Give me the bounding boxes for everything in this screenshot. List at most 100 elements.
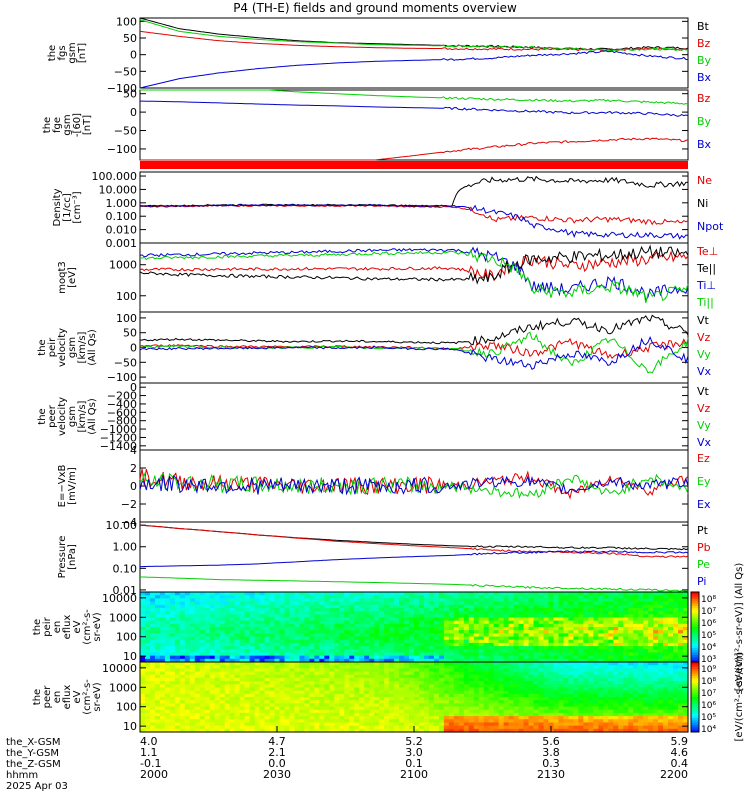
heatmap-cell: [483, 725, 490, 730]
heatmap-cell: [433, 633, 440, 638]
heatmap-cell: [628, 607, 634, 612]
heatmap-cell: [448, 633, 455, 638]
heatmap-cell: [613, 601, 619, 606]
y-tick-label: 0.01: [113, 584, 138, 597]
heatmap-cell: [463, 630, 470, 634]
heatmap-cell: [389, 719, 395, 724]
heatmap-cell: [399, 665, 405, 669]
heatmap-cell: [334, 620, 340, 625]
heatmap-cell: [668, 630, 674, 634]
heatmap-cell: [683, 623, 689, 628]
heatmap-cell: [513, 709, 520, 714]
heatmap-cell: [279, 706, 286, 711]
heatmap-cell: [194, 700, 201, 704]
heatmap-cell: [149, 627, 156, 631]
heatmap-cell: [404, 725, 410, 730]
heatmap-cell: [538, 693, 545, 698]
heatmap-cell: [558, 693, 565, 698]
heatmap-cell: [423, 636, 430, 641]
heatmap-cell: [418, 681, 425, 685]
heatmap-cell: [344, 674, 350, 679]
heatmap-cell: [553, 604, 560, 609]
heatmap-cell: [528, 630, 535, 634]
heatmap-cell: [443, 655, 450, 660]
heatmap-cell: [334, 636, 340, 641]
heatmap-cell: [364, 630, 370, 634]
heatmap-cell: [284, 604, 291, 609]
heatmap-cell: [239, 627, 246, 631]
heatmap-cell: [169, 620, 176, 625]
heatmap-cell: [483, 627, 490, 631]
heatmap-cell: [538, 658, 545, 663]
heatmap-cell: [558, 598, 565, 603]
heatmap-cell: [389, 677, 395, 682]
heatmap-cell: [473, 703, 480, 708]
heatmap-cell: [468, 703, 475, 708]
heatmap-cell: [339, 690, 345, 695]
heatmap-cell: [409, 728, 415, 733]
heatmap-cell: [563, 665, 570, 669]
heatmap-cell: [513, 684, 520, 689]
heatmap-cell: [379, 674, 385, 679]
heatmap-cell: [488, 604, 495, 609]
heatmap-cell: [543, 700, 550, 704]
heatmap-cell: [329, 674, 335, 679]
heatmap-cell: [379, 722, 385, 727]
heatmap-cell: [229, 693, 236, 698]
colorbar: [690, 591, 700, 663]
heatmap-cell: [144, 719, 151, 724]
heatmap-cell: [204, 706, 211, 711]
heatmap-cell: [423, 684, 430, 689]
heatmap-cell: [568, 642, 575, 647]
heatmap-cell: [254, 623, 261, 628]
heatmap-cell: [613, 611, 619, 615]
heatmap-cell: [518, 712, 525, 717]
heatmap-cell: [369, 712, 375, 717]
heatmap-cell: [229, 728, 236, 733]
heatmap-cell: [603, 697, 609, 701]
heatmap-cell: [140, 633, 146, 638]
heatmap-cell: [418, 611, 425, 615]
heatmap-cell: [518, 617, 525, 622]
heatmap-cell: [588, 677, 594, 682]
heatmap-cell: [184, 620, 191, 625]
heatmap-cell: [493, 728, 500, 733]
heatmap-cell: [339, 633, 345, 638]
heatmap-cell: [354, 700, 360, 704]
heatmap-cell: [274, 658, 281, 663]
heatmap-cell: [528, 642, 535, 647]
heatmap-cell: [279, 722, 286, 727]
heatmap-cell: [199, 693, 206, 698]
heatmap-cell: [374, 703, 380, 708]
heatmap-cell: [324, 642, 330, 647]
heatmap-cell: [184, 617, 191, 622]
heatmap-cell: [603, 623, 609, 628]
heatmap-cell: [523, 668, 530, 673]
heatmap-cell: [140, 662, 146, 666]
heatmap-cell: [149, 639, 156, 644]
heatmap-cell: [423, 728, 430, 733]
heatmap-cell: [598, 611, 604, 615]
heatmap-cell: [428, 630, 435, 634]
heatmap-cell: [219, 595, 226, 599]
heatmap-cell: [274, 607, 281, 612]
heatmap-cell: [354, 716, 360, 720]
heatmap-cell: [463, 658, 470, 663]
heatmap-cell: [678, 639, 684, 644]
heatmap-cell: [608, 636, 614, 641]
heatmap-cell: [498, 595, 505, 599]
heatmap-cell: [304, 690, 310, 695]
heatmap-cell: [468, 725, 475, 730]
heatmap-cell: [433, 630, 440, 634]
heatmap-cell: [523, 662, 530, 666]
heatmap-cell: [159, 627, 166, 631]
heatmap-cell: [638, 728, 644, 733]
heatmap-cell: [349, 703, 355, 708]
heatmap-cell: [508, 709, 515, 714]
y-axis-label: Density: [52, 188, 63, 226]
heatmap-cell: [149, 668, 156, 673]
heatmap-cell: [633, 725, 639, 730]
colorbar-cell: [691, 615, 699, 619]
heatmap-cell: [658, 642, 664, 647]
heatmap-cell: [384, 697, 390, 701]
